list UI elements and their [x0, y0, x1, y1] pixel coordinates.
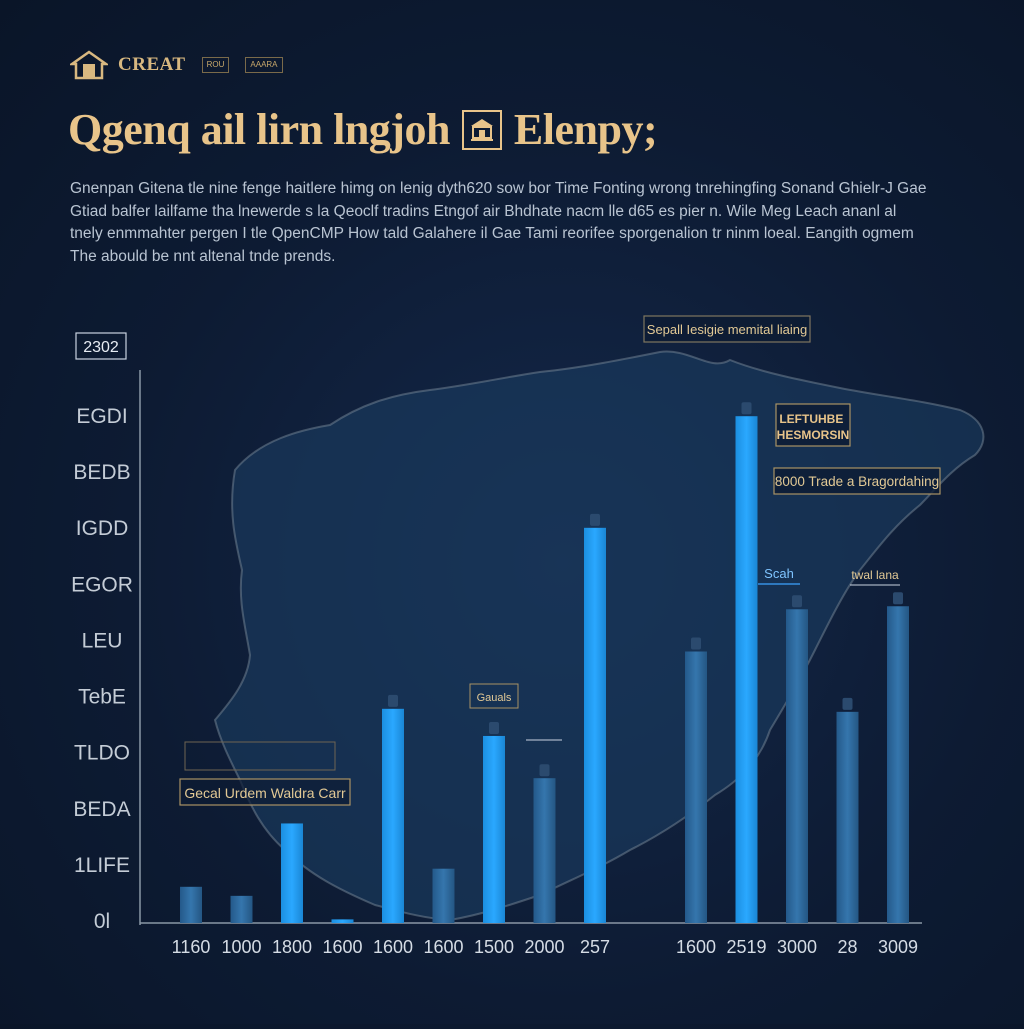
bar: [180, 886, 202, 923]
bar: [432, 868, 455, 923]
x-tick-label: 1600: [322, 937, 362, 957]
bar-cap-marker: [893, 592, 903, 605]
bar-cap-marker: [741, 402, 752, 415]
bar: [483, 735, 505, 923]
annotation-leftuhbe-text: LEFTUHBE HESMORSIN: [777, 412, 850, 442]
bar: [735, 416, 758, 923]
y-tick-label: EGDI: [76, 405, 127, 428]
annotation-gauals: Gauals: [469, 683, 562, 741]
x-tick-label: 1600: [373, 937, 413, 957]
bar: [685, 651, 707, 923]
bar-cap-marker: [539, 764, 550, 777]
bar-cap-marker: [842, 697, 853, 710]
x-tick-label: 2519: [726, 937, 766, 957]
bar: [331, 919, 354, 923]
brand-logo-text: CREAT: [118, 54, 186, 75]
bar: [584, 527, 606, 923]
year-label: 2302: [83, 339, 119, 356]
title-right: Elenpy;: [513, 105, 658, 154]
brand-badge-2: AAARA: [245, 57, 283, 73]
y-tick-label: TLDO: [74, 742, 130, 765]
annotation-sepall: Sepall Iesigie memital liaing: [643, 315, 811, 343]
annotation-twal-text: twal lana: [851, 568, 899, 582]
bar-cap-marker: [691, 637, 701, 650]
y-tick-label: TebE: [78, 686, 126, 709]
annotation-trade: 8000 Trade a Bragordahing: [773, 467, 941, 495]
bar-cap-marker: [388, 694, 398, 707]
x-tick-label: 257: [580, 937, 610, 957]
house-logo-icon: [70, 50, 108, 80]
bar: [281, 823, 303, 923]
bar: [887, 606, 909, 923]
x-tick-label: 1160: [172, 937, 211, 957]
title-left: Qgenq ail lirn lngjoh: [68, 105, 450, 154]
annotation-scah-text: Scah: [764, 566, 794, 581]
x-tick-label: 3009: [878, 937, 918, 957]
annotation-twal: twal lana: [850, 568, 900, 586]
bar-cap-marker: [489, 721, 499, 734]
y-tick-label: 0l: [94, 910, 110, 933]
bar: [533, 778, 556, 923]
brand-badge-1: ROU: [201, 57, 230, 73]
annotation-gecal-text: Gecal Urdem Waldra Carr: [184, 785, 346, 801]
page-title: Qgenq ail lirn lngjoh Elenpy;: [68, 104, 658, 155]
x-tick-label: 2000: [524, 937, 564, 957]
x-tick-label: 1600: [676, 937, 716, 957]
y-tick-label: LEU: [82, 629, 123, 652]
annotation-gecal: Gecal Urdem Waldra Carr: [179, 741, 351, 806]
annotation-scah: Scah: [758, 566, 800, 585]
brand-logo-row: CREAT ROU AAARA: [70, 50, 283, 80]
building-icon: [461, 109, 502, 150]
x-tick-label: 28: [837, 937, 857, 957]
y-tick-label: EGOR: [71, 573, 133, 596]
x-tick-label: 1600: [423, 937, 463, 957]
bar-cap-marker: [590, 513, 600, 526]
bar: [382, 708, 404, 923]
annotation-gauals-text: Gauals: [477, 692, 512, 704]
annotation-leftuhbe: LEFTUHBE HESMORSIN: [775, 403, 851, 447]
bar: [230, 895, 253, 923]
annotation-sepall-text: Sepall Iesigie memital liaing: [647, 322, 807, 337]
x-tick-label: 1500: [474, 937, 514, 957]
x-tick-label: 1000: [221, 937, 261, 957]
y-tick-label: BEDA: [73, 798, 130, 821]
bar: [836, 711, 859, 923]
x-tick-label: 3000: [777, 937, 817, 957]
bar: [786, 609, 808, 923]
annotation-trade-text: 8000 Trade a Bragordahing: [775, 474, 939, 489]
y-tick-label: BEDB: [73, 461, 130, 484]
bar-cap-marker: [792, 595, 802, 608]
year-label-box: [75, 332, 127, 360]
x-tick-label: 1800: [272, 937, 312, 957]
y-tick-label: 1LIFE: [74, 854, 130, 877]
y-tick-label: IGDD: [76, 517, 129, 540]
description-paragraph: Gnenpan Gitena tle nine fenge haitlere h…: [70, 180, 927, 265]
